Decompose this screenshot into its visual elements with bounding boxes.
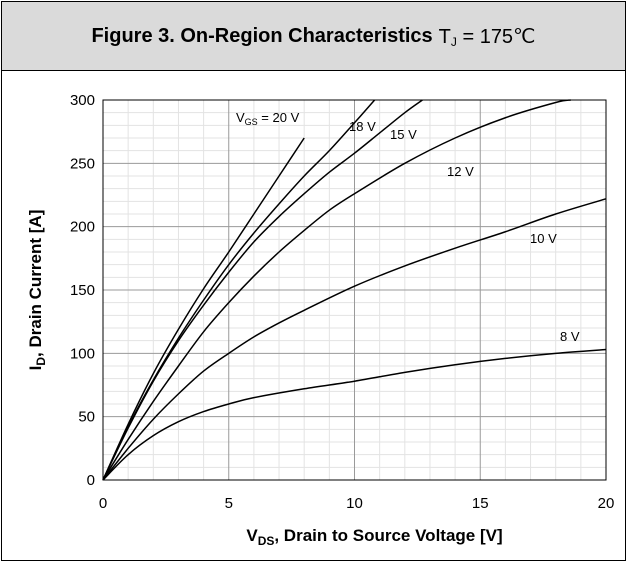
curve-label-1: 18 V xyxy=(349,119,376,134)
curve-2 xyxy=(102,99,423,481)
tj-subscript: J xyxy=(450,34,457,49)
y-tick-label: 200 xyxy=(70,219,95,236)
curve-3 xyxy=(102,99,571,481)
x-tick-label: 20 xyxy=(598,495,615,512)
chart-title: Figure 3. On-Region Characteristics TJ =… xyxy=(2,2,625,71)
x-axis-label: VDS, Drain to Source Voltage [V] xyxy=(246,526,502,548)
curve-label-0: VGS = 20 V xyxy=(236,110,300,127)
x-tick-label: 5 xyxy=(225,495,233,512)
y-tick-label: 150 xyxy=(70,282,95,299)
plot-border xyxy=(102,99,607,481)
x-tick-label: 10 xyxy=(346,495,363,512)
curve-label-5: 8 V xyxy=(560,329,580,344)
chart-title-tj: TJ = 175℃ xyxy=(439,24,536,49)
chart-title-main: Figure 3. On-Region Characteristics xyxy=(91,24,433,47)
curves xyxy=(102,99,607,481)
tj-symbol: T xyxy=(438,25,451,48)
x-tick-label: 0 xyxy=(99,495,107,512)
curve-label-4: 10 V xyxy=(530,231,557,246)
curve-5 xyxy=(102,348,607,481)
curve-4 xyxy=(102,198,607,481)
y-axis-label: ID, Drain Current [A] xyxy=(26,210,48,371)
y-tick-label: 50 xyxy=(78,409,95,426)
curve-0 xyxy=(102,137,305,481)
y-tick-label: 0 xyxy=(87,472,95,489)
y-tick-label: 100 xyxy=(70,345,95,362)
y-tick-label: 300 xyxy=(70,92,95,109)
x-tick-label: 15 xyxy=(472,495,489,512)
curve-labels: VGS = 20 V 18 V 15 V 12 V 10 V 8 V xyxy=(236,110,580,344)
curve-label-3: 12 V xyxy=(447,164,474,179)
y-tick-label: 250 xyxy=(70,155,95,172)
tj-value: = 175℃ xyxy=(462,25,536,48)
curve-label-2: 15 V xyxy=(390,127,417,142)
